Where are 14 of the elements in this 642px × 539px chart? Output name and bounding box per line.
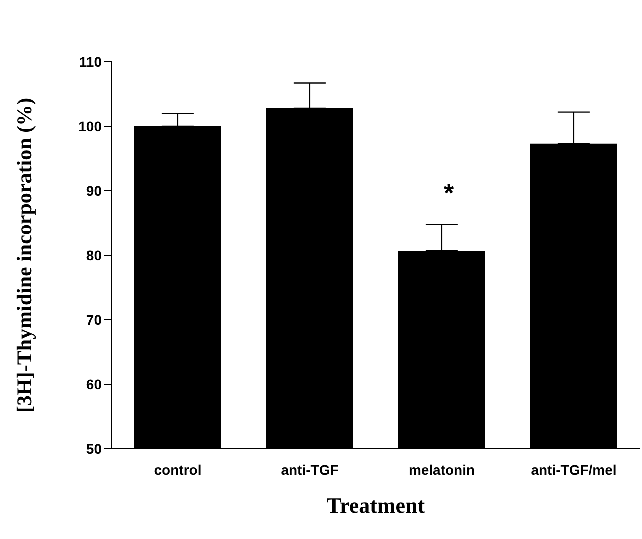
y-axis-title: [3H]-Thymidine incorporation (%) <box>12 98 36 413</box>
x-tick-label: control <box>154 462 202 478</box>
y-tick-label: 100 <box>78 118 102 134</box>
x-tick-label: melatonin <box>408 462 476 478</box>
x-tick-label: anti-TGF <box>281 462 340 478</box>
y-tick-label: 70 <box>86 312 102 328</box>
x-axis-title: Treatment <box>326 493 426 518</box>
y-tick-label: 80 <box>86 247 102 264</box>
y-tick-label: 110 <box>79 54 102 70</box>
y-tick-label: 60 <box>86 376 102 392</box>
x-tick-label: anti-TGF/mel <box>531 462 617 478</box>
y-tick-label: 90 <box>86 182 102 199</box>
y-tick-label: 50 <box>86 440 102 457</box>
annotation: * <box>444 178 455 208</box>
